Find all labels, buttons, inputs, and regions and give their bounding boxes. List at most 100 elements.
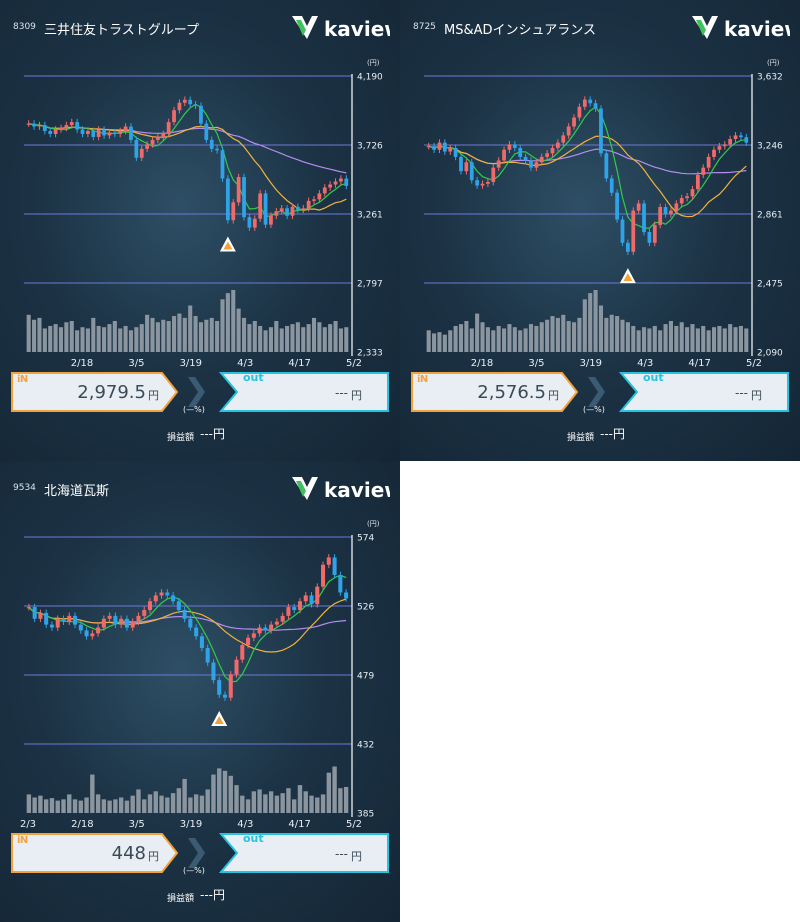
candle <box>156 136 160 140</box>
candle <box>49 624 54 628</box>
candle <box>26 607 31 609</box>
x-tick-label: 3/5 <box>129 819 145 830</box>
volume-bar <box>663 324 668 352</box>
volume-bar <box>171 316 177 352</box>
volume-bar <box>593 290 598 352</box>
profit-loss-label: 損益額 <box>167 894 195 904</box>
candle <box>669 210 673 215</box>
volume-bar <box>188 797 193 813</box>
x-tick-label: 4/3 <box>637 358 653 369</box>
stock-panel[interactable]: 9534 北海道瓦斯 kaview (円) 574 526 479 432 385 2/3… <box>0 461 400 922</box>
volume-bar <box>193 794 199 813</box>
candle <box>67 615 72 622</box>
candle <box>453 147 458 157</box>
candle <box>38 612 43 619</box>
out-price-box[interactable] <box>219 371 390 413</box>
volume-bar <box>67 794 72 813</box>
candle <box>301 208 306 210</box>
candle <box>118 130 123 134</box>
volume-bar <box>437 332 442 352</box>
candle <box>204 123 209 140</box>
candle <box>321 564 326 587</box>
volume-bar <box>711 327 717 352</box>
stock-panel[interactable]: 8309 三井住友トラストグループ kaview (円) 4,190 3,726 3… <box>0 0 400 461</box>
candle <box>480 183 485 186</box>
volume-bar <box>231 290 236 352</box>
volume-bar <box>647 328 652 352</box>
candle <box>297 601 302 611</box>
candle <box>690 189 695 197</box>
candlestick-chart[interactable]: 4,190 3,726 3,261 2,797 2,333 2/18 3/5 3/19 4/3 4… <box>0 56 400 369</box>
price-unit-label: (円) <box>367 59 380 67</box>
candle <box>153 595 158 602</box>
volume-bar <box>469 328 474 352</box>
volume-bar <box>53 324 58 352</box>
x-tick-label: 3/5 <box>128 358 144 369</box>
moving-average-line <box>428 106 747 229</box>
candle <box>64 125 69 129</box>
stock-panel[interactable]: 8725 MS&ADインシュアランス kaview (円) 3,632 3,246… <box>400 0 800 461</box>
volume-bar <box>55 800 60 813</box>
volume-bar <box>75 330 80 352</box>
candle <box>717 146 722 150</box>
volume-bar <box>344 327 349 352</box>
candle <box>556 142 560 148</box>
candlestick-chart[interactable]: 574 526 479 432 385 2/3 2/18 3/5 3/19 4/3 4/17 5/2 <box>0 517 400 831</box>
candle <box>593 103 598 109</box>
volume-bar <box>263 794 268 813</box>
in-price-value: 2,576.5 <box>477 382 546 403</box>
candle <box>172 110 176 123</box>
candlestick-chart[interactable]: 3,632 3,246 2,861 2,475 2,090 2/18 3/5 3/19 4/3 4… <box>400 56 800 369</box>
candle <box>247 217 252 228</box>
volume-bar <box>480 322 485 352</box>
volume-bar <box>90 774 95 813</box>
x-tick-label: 4/17 <box>688 358 710 369</box>
volume-bar <box>112 321 117 352</box>
candle <box>317 193 322 200</box>
volume-bar <box>209 317 214 352</box>
candle <box>566 126 571 136</box>
y-tick-label: 3,726 <box>357 142 383 152</box>
volume-bar <box>668 321 673 352</box>
in-price-box[interactable] <box>410 371 580 413</box>
out-price-yen: 円 <box>751 389 762 402</box>
volume-bar <box>43 799 49 813</box>
volume-bar <box>502 328 507 352</box>
volume-bar <box>274 321 279 352</box>
x-tick-label: 5/2 <box>346 819 362 830</box>
in-price-box[interactable] <box>10 371 180 413</box>
volume-bar <box>159 795 164 813</box>
candle <box>274 621 279 625</box>
volume-bar <box>236 308 241 352</box>
candle <box>432 146 436 150</box>
candle <box>145 144 150 149</box>
volume-bar <box>333 321 338 352</box>
volume-bar <box>286 788 291 813</box>
candle <box>679 198 684 204</box>
out-price-box[interactable] <box>219 832 390 874</box>
candle <box>176 601 181 611</box>
volume-bar <box>263 330 268 352</box>
out-price-box[interactable] <box>619 371 790 413</box>
y-tick-label: 4,190 <box>357 73 383 83</box>
candle <box>469 162 474 181</box>
candle <box>620 219 625 243</box>
volume-bar <box>706 330 711 352</box>
candle <box>96 129 101 137</box>
candle <box>188 618 193 628</box>
candle <box>59 128 63 130</box>
candle <box>285 208 289 216</box>
candle <box>147 601 153 611</box>
candle <box>706 156 711 168</box>
chevron-right-icon <box>188 838 205 868</box>
candle <box>534 162 539 168</box>
candle <box>333 181 338 185</box>
volume-bar <box>166 321 171 352</box>
volume-bar <box>118 328 123 352</box>
in-label: iN <box>17 835 28 846</box>
candle <box>102 129 106 136</box>
volume-bar <box>733 327 738 352</box>
candle <box>274 211 279 216</box>
in-price-box[interactable] <box>10 832 180 874</box>
volume-bar <box>279 328 284 352</box>
